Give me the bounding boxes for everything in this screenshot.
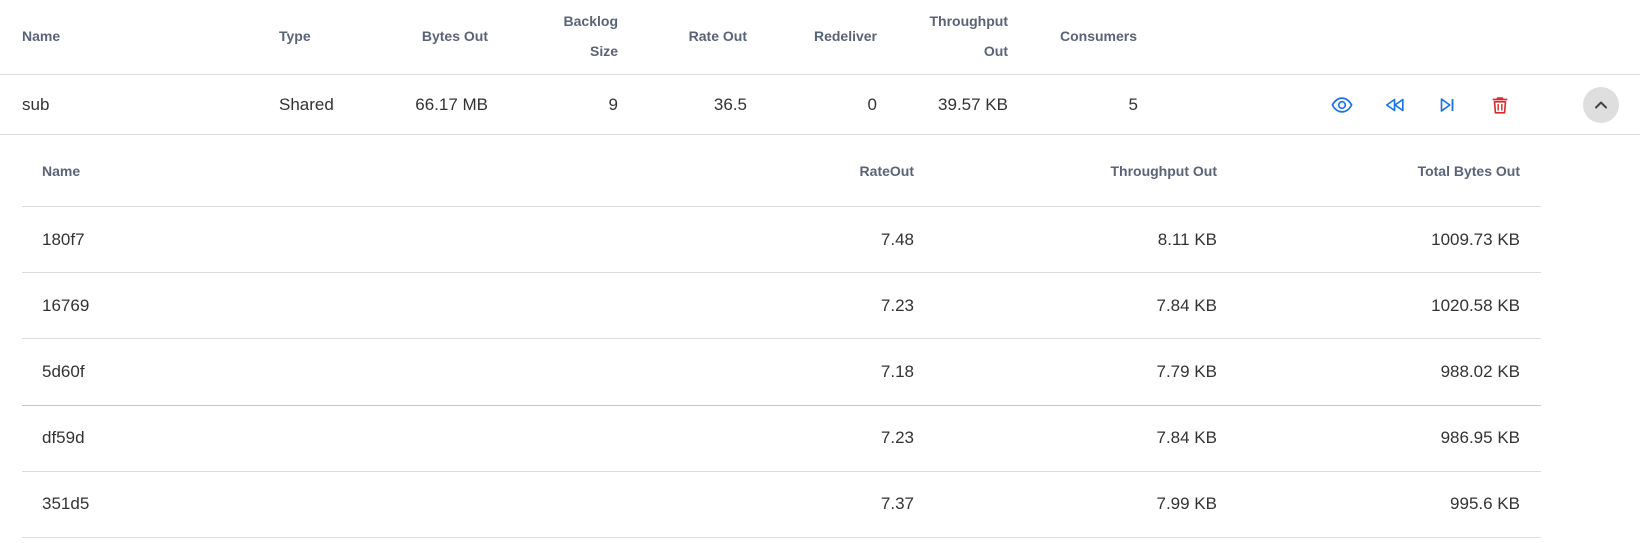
consumer-total-bytes-out: 986.95 KB bbox=[1440, 428, 1520, 447]
col-header-throughput-line1: Throughput bbox=[929, 13, 1008, 29]
consumer-name: 180f7 bbox=[42, 230, 85, 249]
view-messages-button[interactable] bbox=[1328, 91, 1356, 119]
col-header-backlog-size: Backlog Size bbox=[520, 6, 618, 66]
consumer-throughput-out: 8.11 KB bbox=[1157, 230, 1217, 249]
col-header-bytes-out: Bytes Out bbox=[421, 28, 488, 44]
consumer-row-divider bbox=[22, 537, 1541, 538]
consumer-total-bytes-out: 1020.58 KB bbox=[1431, 296, 1520, 315]
col-header-backlog-line1: Backlog bbox=[563, 13, 618, 29]
col-header-backlog-line2: Size bbox=[589, 43, 618, 59]
consumer-throughput-out: 7.84 KB bbox=[1156, 428, 1218, 447]
consumer-row-divider bbox=[22, 471, 1541, 472]
consumer-rate-out: 7.48 bbox=[880, 230, 914, 249]
skip-all-button[interactable] bbox=[1433, 91, 1461, 119]
consumer-col-header-name: Name bbox=[42, 163, 81, 179]
consumer-col-header-total-bytes-out: Total Bytes Out bbox=[1417, 163, 1520, 179]
delete-subscription-button[interactable] bbox=[1486, 91, 1514, 119]
row-divider bbox=[0, 134, 1640, 135]
subscription-type: Shared bbox=[279, 95, 334, 114]
subscription-name: sub bbox=[22, 95, 50, 114]
subscription-rate-out: 36.5 bbox=[713, 95, 747, 114]
consumer-row-divider bbox=[22, 405, 1541, 406]
consumer-name: 16769 bbox=[42, 296, 90, 315]
consumer-rate-out: 7.18 bbox=[880, 362, 914, 381]
col-header-consumers: Consumers bbox=[1060, 28, 1138, 44]
consumer-total-bytes-out: 995.6 KB bbox=[1450, 494, 1520, 513]
consumer-rate-out: 7.23 bbox=[880, 296, 914, 315]
col-header-redeliver: Redeliver bbox=[813, 28, 877, 44]
chevron-up-icon bbox=[1595, 101, 1607, 109]
consumer-name: 351d5 bbox=[42, 494, 90, 513]
col-header-type: Type bbox=[279, 28, 311, 44]
col-header-throughput-line2: Out bbox=[983, 43, 1008, 59]
consumer-col-header-throughput-out: Throughput Out bbox=[1110, 163, 1217, 179]
header-divider bbox=[0, 74, 1640, 75]
consumer-rate-out: 7.23 bbox=[880, 428, 914, 447]
consumer-throughput-out: 7.84 KB bbox=[1156, 296, 1218, 315]
trash-icon bbox=[1492, 97, 1508, 114]
consumer-throughput-out: 7.79 KB bbox=[1156, 362, 1218, 381]
col-header-throughput-out: Throughput Out bbox=[900, 6, 1008, 66]
consumer-name: 5d60f bbox=[42, 362, 85, 381]
col-header-name: Name bbox=[22, 28, 61, 44]
rewind-button[interactable] bbox=[1381, 91, 1409, 119]
consumer-rate-out: 7.37 bbox=[880, 494, 914, 513]
skip-to-end-icon bbox=[1440, 98, 1454, 112]
collapse-button[interactable] bbox=[1583, 87, 1619, 123]
subscription-throughput-out: 39.57 KB bbox=[938, 95, 1008, 114]
rewind-icon bbox=[1385, 98, 1404, 112]
consumer-row-divider bbox=[22, 272, 1541, 273]
consumer-row-divider bbox=[22, 338, 1541, 339]
consumer-throughput-out: 7.99 KB bbox=[1156, 494, 1218, 513]
consumer-col-header-rate-out: RateOut bbox=[859, 163, 914, 179]
eye-icon bbox=[1331, 97, 1353, 113]
consumer-total-bytes-out: 988.02 KB bbox=[1440, 362, 1520, 381]
subscription-backlog-size: 9 bbox=[608, 95, 618, 114]
subscription-bytes-out: 66.17 MB bbox=[415, 95, 488, 114]
col-header-rate-out: Rate Out bbox=[688, 28, 747, 44]
consumer-total-bytes-out: 1009.73 KB bbox=[1431, 230, 1520, 249]
subscription-redeliver: 0 bbox=[867, 95, 877, 114]
consumers-header-divider bbox=[22, 206, 1541, 207]
consumer-name: df59d bbox=[42, 428, 85, 447]
subscription-consumers: 5 bbox=[1128, 95, 1138, 114]
